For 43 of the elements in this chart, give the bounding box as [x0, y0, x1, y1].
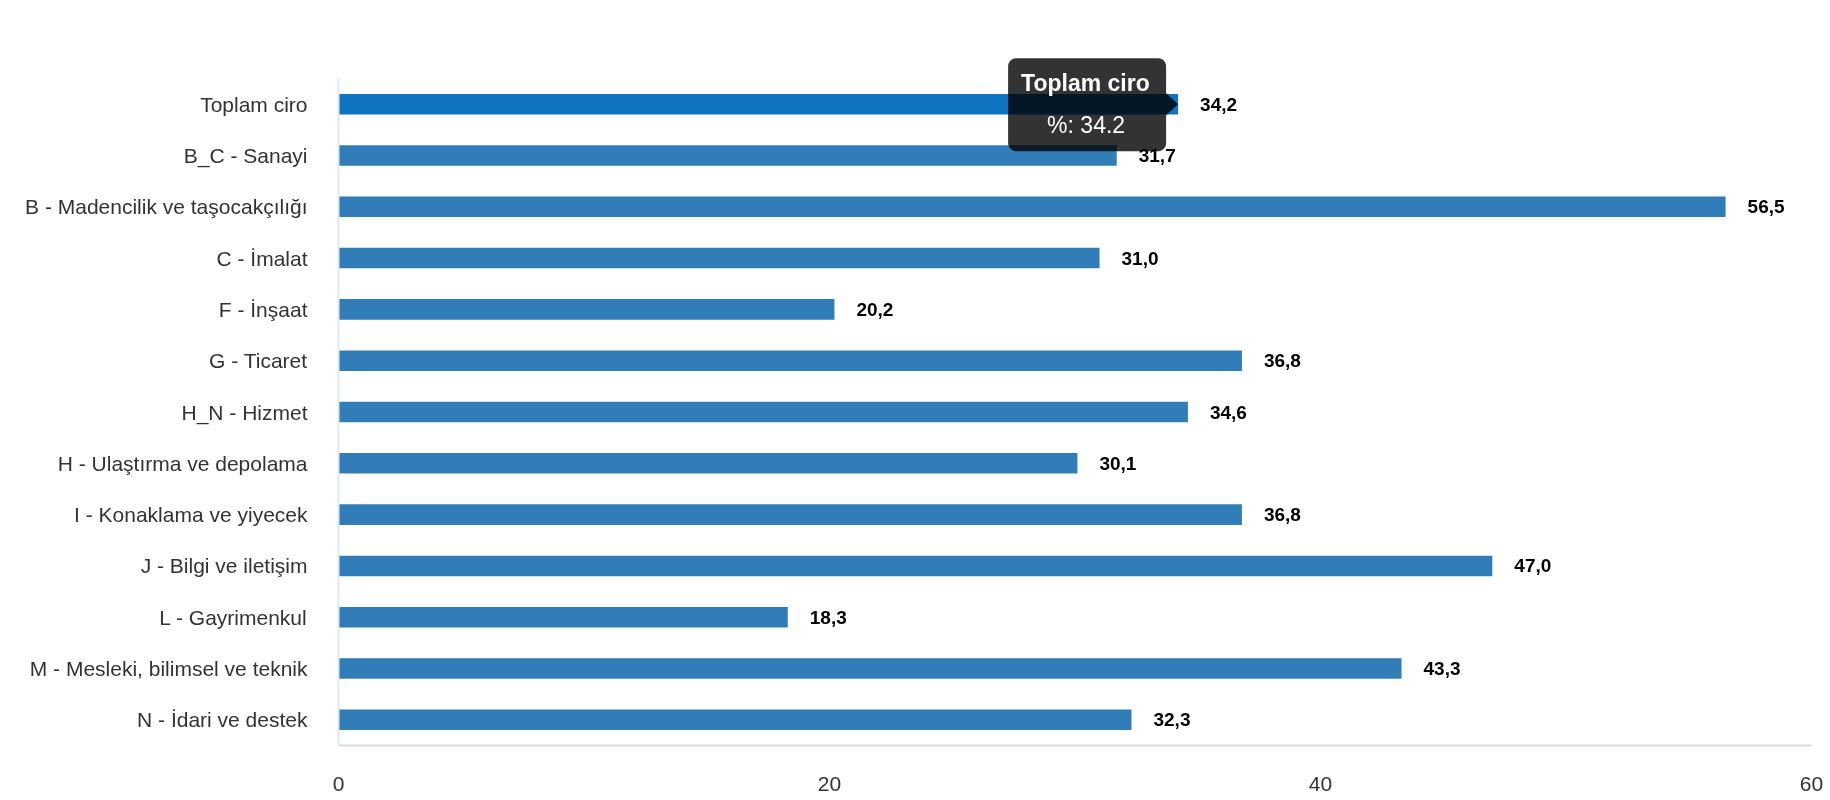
x-tick-label: 60: [1799, 771, 1824, 795]
x-tick-label: 20: [817, 771, 842, 795]
y-tick-label: G - Ticaret: [209, 349, 308, 373]
bar: [338, 453, 1078, 474]
bar: [338, 247, 1100, 269]
data-label: 18,3: [809, 606, 847, 628]
data-label: 43,3: [1423, 658, 1461, 680]
y-tick-label: C - İmalat: [216, 246, 308, 270]
data-label: 36,8: [1263, 350, 1301, 372]
bar: [338, 350, 1242, 371]
y-tick-label: I - Konaklama ve yiyecek: [74, 503, 308, 527]
data-label: 34,2: [1200, 93, 1238, 115]
bar: [338, 196, 1726, 218]
y-tick-label: B_C - Sanayi: [183, 143, 308, 168]
y-tick-label: M - Mesleki, bilimsel ve teknik: [29, 657, 308, 681]
bar: [338, 504, 1242, 525]
data-label: 31,7: [1138, 144, 1176, 166]
data-label: 32,3: [1153, 709, 1191, 731]
bar: [338, 401, 1188, 423]
bar: [338, 709, 1132, 731]
bar: [338, 555, 1493, 577]
data-label: 47,0: [1514, 555, 1552, 577]
y-tick-label: B - Madencilik ve taşocakçılığı: [25, 195, 308, 219]
data-label: 31,0: [1121, 247, 1159, 269]
data-label: 34,6: [1209, 401, 1247, 423]
y-tick-label: L - Gayrimenkul: [159, 605, 307, 629]
y-tick-label: H_N - Hizmet: [181, 400, 308, 425]
y-tick-label: Toplam ciro: [200, 92, 308, 116]
bar: [338, 606, 788, 628]
data-label: 56,5: [1747, 196, 1785, 218]
bar: [338, 145, 1117, 166]
annotation: Toplam ciro %: 34.2: [1021, 70, 1150, 139]
data-label: 20,2: [856, 298, 894, 320]
y-tick-label: F - İnşaat: [218, 297, 308, 321]
y-tick-label: J - Bilgi ve iletişim: [140, 554, 308, 578]
bar: [338, 658, 1402, 679]
x-tick-label: 0: [332, 771, 345, 795]
x-tick-label: 40: [1308, 771, 1333, 795]
data-label: 36,8: [1263, 504, 1301, 526]
bar: [338, 299, 835, 320]
y-tick-label: N - İdari ve destek: [137, 708, 308, 732]
data-label: 30,1: [1099, 452, 1137, 474]
y-tick-label: H - Ulaştırma ve depolama: [57, 451, 308, 475]
